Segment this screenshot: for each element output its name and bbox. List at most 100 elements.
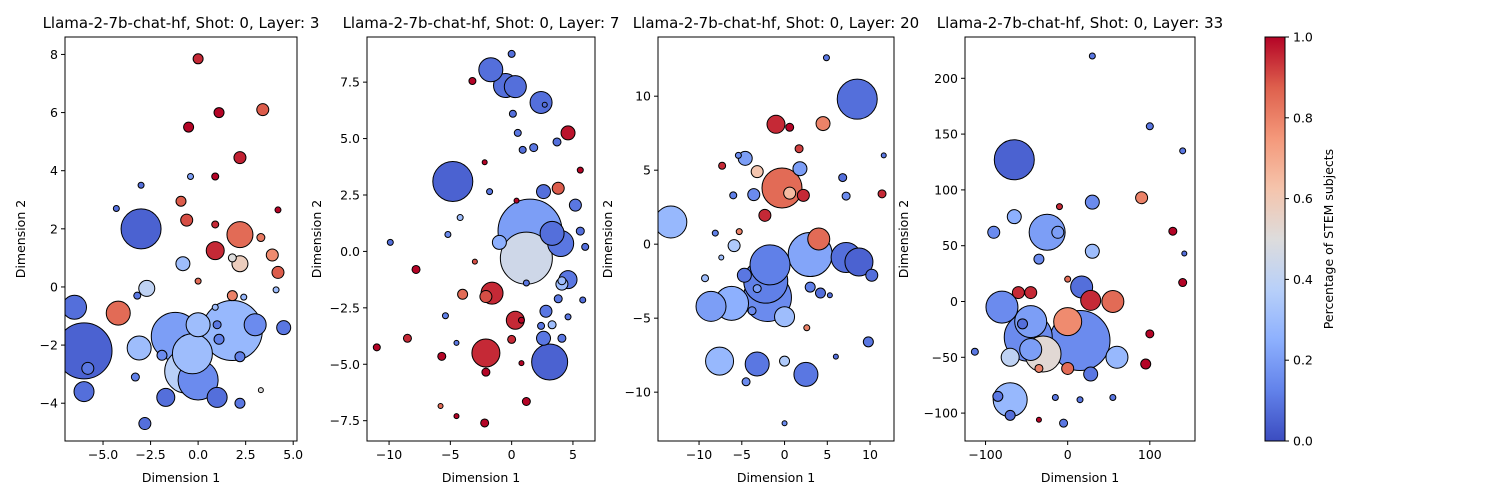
scatter-point [227, 253, 237, 263]
x-tick-label: −100 [968, 447, 1002, 462]
scatter-point [877, 189, 887, 199]
scatter-point [1017, 318, 1028, 330]
scatter-point [234, 397, 246, 409]
scatter-point [276, 320, 292, 336]
scatter-point [1064, 275, 1072, 283]
scatter-point [183, 121, 195, 133]
y-tick-label: 2 [50, 221, 58, 236]
scatter-point [1178, 278, 1188, 288]
y-tick-label: 0 [950, 294, 958, 309]
colorbar-tick-label: 0.4 [1293, 272, 1313, 287]
scatter-point [718, 254, 725, 261]
scatter-point [1140, 358, 1152, 370]
scatter-point [794, 144, 804, 154]
x-axis-label: Dimension 1 [737, 470, 815, 485]
scatter-point [1051, 393, 1059, 401]
axes-frame [657, 36, 895, 442]
scatter-point [581, 242, 590, 251]
scatter-point [1168, 226, 1178, 236]
x-tick-label: 10 [862, 447, 878, 462]
y-tick-label: −2 [40, 338, 58, 353]
scatter-point [539, 304, 553, 318]
scatter-point [226, 290, 238, 302]
scatter-point [521, 397, 531, 407]
scatter-point [240, 293, 248, 301]
subplot-3: −10 −5 0 5 10 −10 −5 0 5 10 Llama-2-7b-chat-hf, Sh… [600, 14, 919, 485]
scatter-point [985, 290, 1019, 324]
axes-frame [366, 36, 596, 442]
scatter-point [727, 239, 741, 253]
scatter-point [444, 230, 452, 238]
scatter-point [402, 333, 412, 343]
scatter-point [779, 355, 791, 367]
scatter-point [552, 137, 562, 147]
scatter-point [536, 184, 552, 200]
scatter-point [551, 181, 565, 195]
x-axis-label: Dimension 1 [142, 470, 220, 485]
scatter-point [741, 377, 751, 387]
scatter-point [508, 109, 517, 118]
colorbar: 0.0 0.2 0.4 0.6 0.8 1.0 Percentage of STEM sub… [1264, 30, 1336, 449]
subplot-2: −10 −5 0 5 −7.5 −5.0 −2.5 0.0 2.5 5.0 7.5 Llama-2-7… [309, 14, 619, 485]
scatter-point [1083, 366, 1099, 382]
scatter-point [774, 306, 796, 328]
scatter-point [194, 277, 202, 285]
colorbar-tick-label: 0.0 [1293, 434, 1313, 449]
subplot-4: −100 0 100 −100 −50 0 50 100 150 200 Llama-2-7b-ch… [896, 14, 1223, 485]
scatter-point [471, 338, 501, 368]
scatter-point [432, 160, 474, 202]
scatter-point [233, 151, 247, 165]
x-tick-label: 0 [1064, 447, 1072, 462]
scatter-point [865, 268, 879, 282]
scatter-point [560, 125, 576, 141]
scatter-point [815, 116, 831, 132]
scatter-point [156, 349, 168, 361]
scatter-point [705, 346, 735, 376]
x-tick-label: −10 [376, 447, 402, 462]
scatter-point [205, 241, 225, 261]
scatter-point [156, 387, 176, 407]
scatter-point [826, 292, 833, 299]
x-tick-label: 0.0 [188, 447, 208, 462]
scatter-point [206, 386, 228, 408]
scatter-point [862, 336, 874, 348]
scatter-point [576, 166, 584, 174]
scatter-point [529, 143, 539, 153]
scatter-point [1014, 305, 1048, 339]
scatter-point [553, 294, 563, 304]
scatter-point [513, 128, 522, 137]
scatter-point [212, 320, 222, 330]
scatter-point [265, 248, 279, 262]
y-tick-label: −5 [633, 311, 651, 326]
y-tick-label: −2.5 [330, 300, 360, 315]
scatter-point [105, 300, 131, 326]
scatter-point [781, 420, 788, 427]
scatter-point [993, 139, 1035, 181]
scatter-point [243, 313, 267, 337]
scatter-point [1080, 289, 1102, 311]
scatter-point [807, 227, 831, 251]
scatter-point [486, 188, 494, 196]
scatter-point [453, 413, 460, 420]
scatter-point [372, 343, 381, 352]
scatter-point [226, 221, 254, 249]
scatter-point [1004, 409, 1016, 421]
scatter-point [192, 53, 204, 65]
y-tick-label: 6 [50, 105, 58, 120]
scatter-point [758, 208, 772, 222]
scatter-point [491, 234, 507, 250]
scatter-point [213, 333, 225, 345]
scatter-point [695, 290, 727, 322]
scatter-point [457, 288, 469, 300]
scatter-point [437, 403, 444, 410]
scatter-point [274, 206, 282, 214]
scatter-point [468, 77, 477, 86]
x-axis-label: Dimension 1 [442, 470, 520, 485]
scatter-point [256, 233, 266, 243]
scatter-point [1028, 213, 1066, 251]
scatter-point [234, 351, 246, 363]
scatter-point [539, 220, 565, 246]
scatter-point [175, 195, 187, 207]
scatter-point [130, 372, 140, 382]
scatter-point [1181, 250, 1188, 257]
